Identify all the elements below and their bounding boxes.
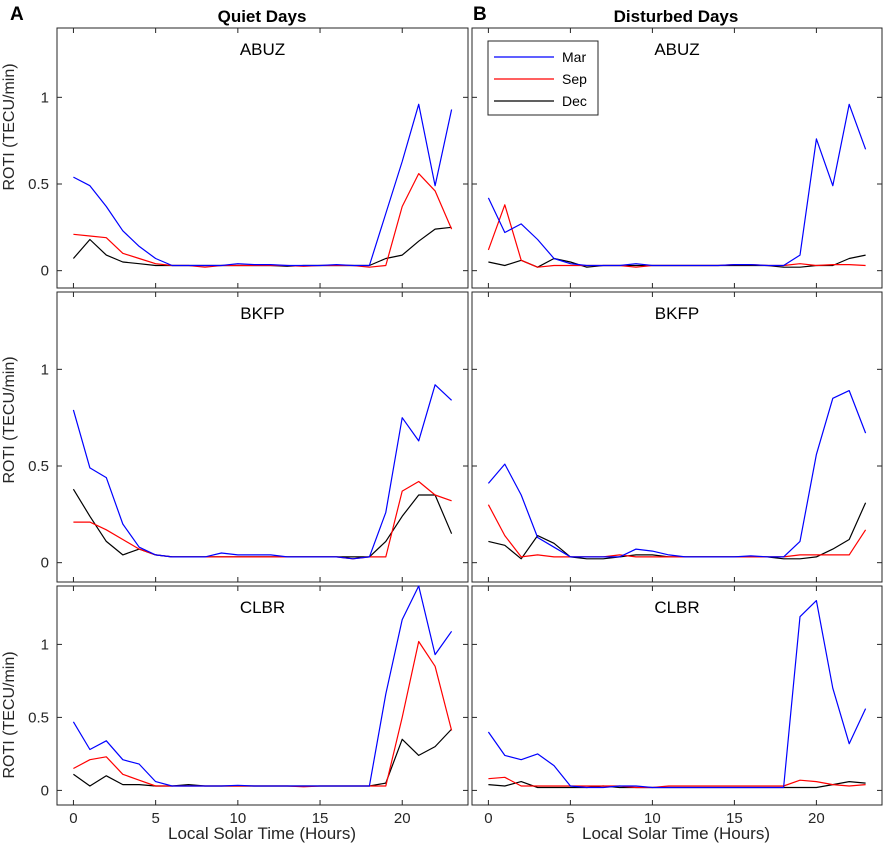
column-title-quiet: Quiet Days [218,7,307,26]
series-line-mar [487,390,867,558]
series-line-mar [72,585,453,787]
station-title: CLBR [654,598,699,617]
axes-box [56,27,469,289]
legend-box [487,40,599,116]
panel-abuz-quiet: 0 0.5 1 ABUZ [28,27,469,289]
series-line-sep [73,173,453,268]
x-tick-label: 5 [566,810,574,827]
column-title-disturbed: Disturbed Days [614,7,739,26]
series-line-mar [487,103,867,267]
y-tick-label: 0 [41,555,49,572]
series-line-mar [73,103,453,267]
series-line-sep [487,504,867,558]
series-line-mar [487,599,867,789]
panel-label-b: B [473,4,487,25]
panel-bkfp-quiet: 0 0.5 1 BKFP [28,291,469,583]
y-tick-label: 0 [41,263,49,280]
y-axis-label-row-1: ROTI (TECU/min) [1,63,18,190]
station-title: CLBR [240,598,285,617]
axes-box [56,585,469,806]
legend-label-mar: Mar [562,49,586,65]
x-tick-label: 15 [726,810,743,827]
y-axis-label-row-3: ROTI (TECU/min) [1,651,18,778]
station-title: ABUZ [654,40,699,59]
y-tick-label: 0.5 [28,176,49,193]
y-tick-label: 1 [41,89,49,106]
series-line-mar [72,384,453,560]
panel-clbr-disturbed: 0 5 10 15 20 CLBR [471,585,883,827]
x-tick-label: 15 [312,810,329,827]
panel-label-a: A [10,4,24,25]
legend-label-dec: Dec [562,93,587,109]
x-tick-label: 0 [484,810,492,827]
axes-box [471,291,883,583]
y-tick-label: 0.5 [28,709,49,726]
x-axis-label-quiet: Local Solar Time (Hours) [168,824,356,843]
legend: Mar Sep Dec [487,40,599,116]
x-tick-label: 0 [69,810,77,827]
series-line-sep [73,480,452,560]
x-tick-label: 20 [808,810,825,827]
x-tick-label: 10 [229,810,246,827]
legend-label-sep: Sep [562,71,587,87]
station-title: BKFP [655,304,699,323]
x-tick-label: 5 [151,810,159,827]
x-tick-label: 10 [644,810,661,827]
series-line-sep [488,776,866,789]
axes-box [56,291,469,583]
y-axis-label-row-2: ROTI (TECU/min) [1,356,18,483]
y-tick-label: 1 [41,361,49,378]
axes-box [471,585,883,806]
station-title: ABUZ [240,40,285,59]
x-tick-label: 20 [394,810,411,827]
station-title: BKFP [240,304,284,323]
x-axis-label-disturbed: Local Solar Time (Hours) [582,824,770,843]
y-tick-label: 0 [41,782,49,799]
y-tick-label: 1 [41,636,49,653]
y-tick-label: 0.5 [28,458,49,475]
panel-bkfp-disturbed: BKFP [471,291,883,583]
